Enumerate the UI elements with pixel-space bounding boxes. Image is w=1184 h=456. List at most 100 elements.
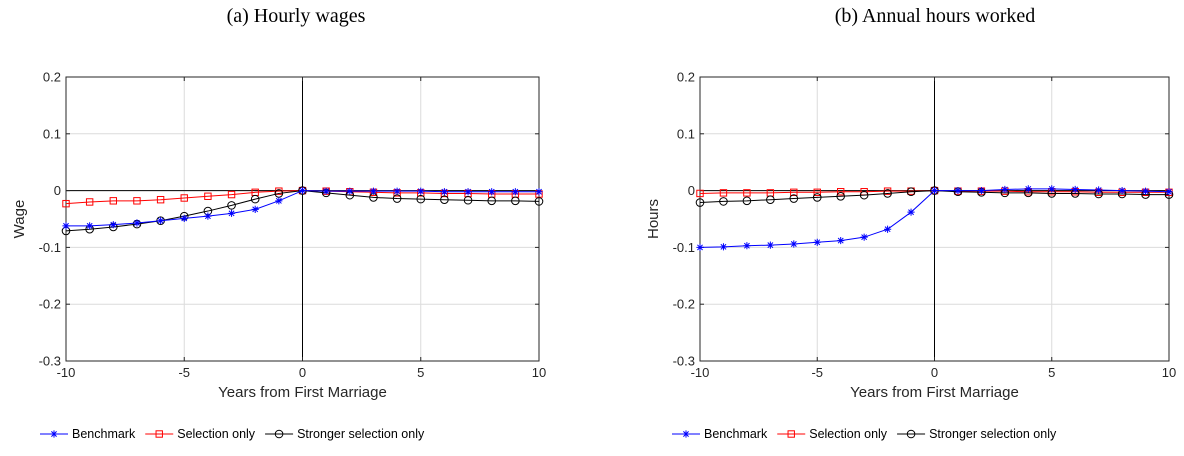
legend-label: Benchmark xyxy=(704,427,768,441)
data-point xyxy=(180,194,188,202)
data-point xyxy=(180,214,188,223)
data-point xyxy=(511,196,520,206)
legend: Benchmark Selection only Stronger selectio… xyxy=(672,427,1057,441)
data-point xyxy=(440,188,448,196)
data-point xyxy=(62,199,70,208)
legend-item: Stronger selection only xyxy=(897,427,1057,441)
y-tick-label: 0.2 xyxy=(43,70,61,85)
data-point xyxy=(766,195,775,204)
x-tick-label: 10 xyxy=(532,365,546,380)
data-point xyxy=(766,241,774,249)
legend-swatch-marker xyxy=(155,430,163,438)
data-point xyxy=(719,197,728,206)
y-axis-label: Wage xyxy=(11,200,28,239)
data-point xyxy=(204,212,212,220)
data-point xyxy=(85,198,94,206)
data-point xyxy=(157,217,165,225)
x-tick-label: 10 xyxy=(1162,365,1176,380)
data-point xyxy=(1048,185,1056,193)
data-point xyxy=(156,195,165,204)
y-tick-label: 0.2 xyxy=(677,70,695,85)
data-point xyxy=(109,221,117,229)
legend-label: Stronger selection only xyxy=(297,427,425,441)
data-point xyxy=(535,188,543,196)
x-tick-label: -5 xyxy=(178,365,190,380)
data-point xyxy=(251,205,259,213)
data-point xyxy=(883,189,892,198)
data-point xyxy=(534,197,544,206)
data-point xyxy=(62,222,70,230)
data-point xyxy=(1024,185,1032,193)
legend-item: Selection only xyxy=(145,427,256,441)
legend-item: Selection only xyxy=(777,427,888,441)
data-point xyxy=(227,190,236,199)
data-point xyxy=(133,197,141,205)
data-point xyxy=(393,187,401,195)
legend-label: Stronger selection only xyxy=(929,427,1057,441)
data-point xyxy=(298,187,307,195)
x-axis-label: Years from First Marriage xyxy=(850,384,1019,401)
legend-swatch-marker xyxy=(50,430,58,438)
panel-title: (b) Annual hours worked xyxy=(835,5,1036,27)
x-tick-label: 0 xyxy=(299,365,306,380)
data-point xyxy=(133,219,141,227)
data-point xyxy=(109,197,117,205)
x-tick-label: -10 xyxy=(691,365,710,380)
data-point xyxy=(440,195,449,204)
legend-swatch-marker xyxy=(274,429,284,439)
x-axis-label: Years from First Marriage xyxy=(218,384,387,401)
data-point xyxy=(884,225,892,233)
data-point xyxy=(463,195,473,205)
data-point xyxy=(487,196,497,206)
legend-item: Benchmark xyxy=(672,427,768,441)
y-tick-label: 0.1 xyxy=(677,126,695,141)
data-point xyxy=(812,193,822,202)
y-axis-label: Hours xyxy=(645,199,662,239)
y-tick-label: -0.3 xyxy=(673,354,695,369)
data-point xyxy=(954,187,962,195)
data-point xyxy=(719,243,728,251)
data-point xyxy=(488,188,496,196)
y-tick-label: -0.2 xyxy=(39,297,61,312)
data-point xyxy=(346,187,354,195)
data-point xyxy=(743,242,751,250)
data-point xyxy=(250,194,260,204)
data-point xyxy=(789,194,799,203)
data-point xyxy=(417,187,425,195)
data-point xyxy=(837,236,845,245)
x-tick-label: 5 xyxy=(1048,365,1055,380)
y-tick-label: 0.1 xyxy=(43,126,61,141)
data-point xyxy=(906,187,916,197)
data-point xyxy=(416,194,426,204)
data-point xyxy=(813,238,821,246)
data-point xyxy=(464,188,472,196)
data-point xyxy=(695,198,705,207)
legend-swatch-marker xyxy=(682,430,690,438)
data-point xyxy=(743,189,751,197)
data-point xyxy=(204,192,212,200)
x-tick-label: 5 xyxy=(417,365,424,380)
data-point xyxy=(742,196,752,206)
legend: Benchmark Selection only Stronger selectio… xyxy=(40,427,425,441)
data-point xyxy=(227,209,236,217)
data-point xyxy=(696,189,704,198)
data-point xyxy=(977,187,985,195)
data-point xyxy=(907,208,915,216)
data-point xyxy=(930,187,939,195)
data-point xyxy=(369,187,378,195)
y-tick-label: -0.3 xyxy=(39,354,61,369)
y-tick-label: -0.2 xyxy=(673,297,695,312)
data-point xyxy=(511,188,519,196)
data-point xyxy=(86,222,94,230)
data-point xyxy=(860,233,868,241)
y-tick-label: -0.1 xyxy=(673,240,695,255)
legend-swatch-marker xyxy=(906,429,916,439)
x-tick-label: -10 xyxy=(57,365,76,380)
legend-item: Benchmark xyxy=(40,427,136,441)
y-tick-label: 0 xyxy=(688,183,695,198)
legend-label: Selection only xyxy=(809,427,888,441)
data-point xyxy=(813,188,821,197)
data-point xyxy=(790,188,798,197)
legend-swatch-marker xyxy=(787,430,795,438)
